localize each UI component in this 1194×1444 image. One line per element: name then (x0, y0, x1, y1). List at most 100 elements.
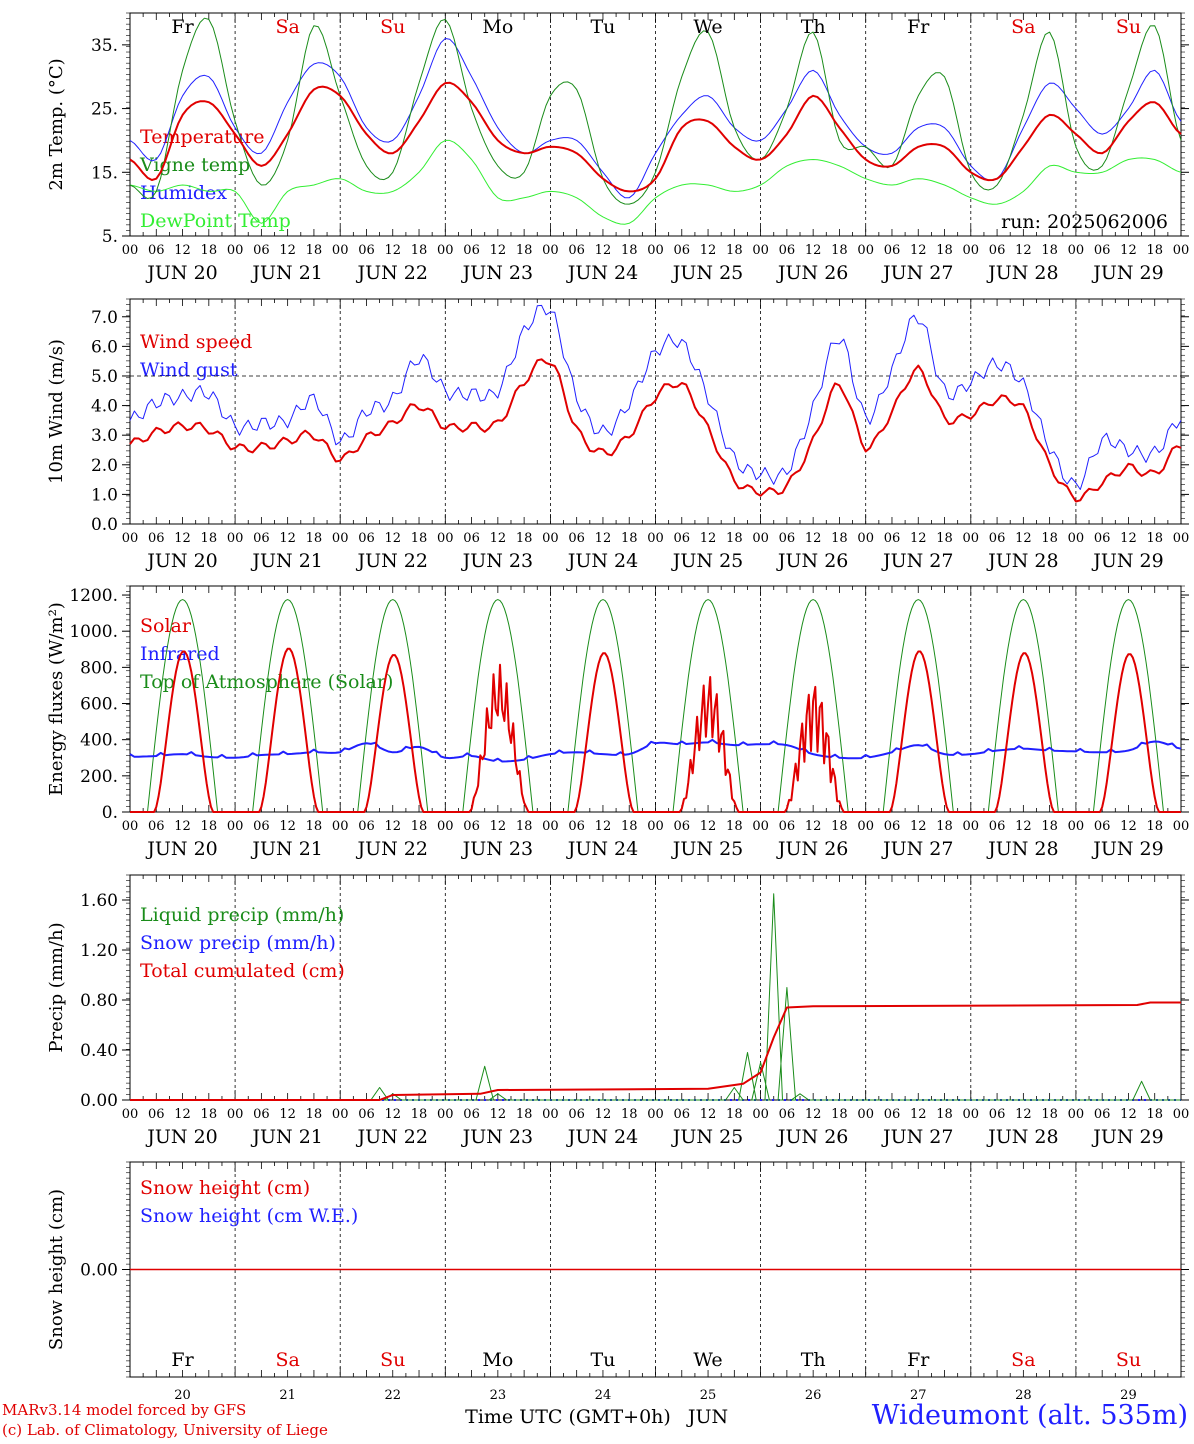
x-axis-label: Time UTC (GMT+0h) (465, 1406, 671, 1428)
hour-tick-label: 12 (384, 1107, 401, 1122)
hour-tick-label: 12 (700, 531, 717, 546)
date-label: JUN 26 (776, 1126, 848, 1148)
hour-tick-label: 06 (674, 531, 691, 546)
y-tick-label: 25. (91, 100, 118, 120)
hour-tick-label: 18 (306, 1107, 323, 1122)
weekday-label: Su (1116, 16, 1141, 38)
hour-tick-label: 06 (463, 531, 480, 546)
date-label: JUN 26 (776, 262, 848, 284)
date-label: JUN 28 (986, 1126, 1058, 1148)
hour-tick-label: 18 (306, 531, 323, 546)
weekday-label: Sa (275, 16, 299, 38)
hour-tick-label: 18 (516, 531, 533, 546)
series-solar (130, 647, 1181, 813)
hour-tick-label: 18 (201, 531, 218, 546)
date-label: JUN 23 (461, 838, 533, 860)
y-axis-label: Energy fluxes (W/m²) (46, 602, 67, 796)
hour-tick-label: 18 (411, 1107, 428, 1122)
hour-tick-label: 06 (779, 1107, 796, 1122)
legend-dewpoint-temp: DewPoint Temp (140, 210, 291, 232)
hour-tick-label: 18 (831, 819, 848, 834)
panel-2: 7.0 6.0 5.0 4.0 3.0 2.0 1.0 0.0 10m Wind (m/s) Wi… (46, 298, 1189, 572)
hour-tick-label: 12 (1120, 1107, 1137, 1122)
y-tick-label: 600. (80, 695, 118, 715)
date-label: JUN 27 (881, 1126, 953, 1148)
day-number-label: 27 (910, 1388, 927, 1403)
hour-tick-label: 18 (201, 1107, 218, 1122)
y-tick-label: 1.20 (80, 941, 118, 961)
hour-tick-label: 12 (1120, 819, 1137, 834)
hour-tick-label: 12 (595, 819, 612, 834)
hour-tick-label: 18 (1041, 1107, 1058, 1122)
date-label: JUN 29 (1091, 1126, 1163, 1148)
date-label: JUN 25 (671, 262, 743, 284)
y-tick-label: 5.0 (91, 367, 118, 387)
legend-solar: Solar (140, 615, 192, 637)
hour-tick-label: 12 (174, 819, 191, 834)
day-number-label: 20 (174, 1388, 191, 1403)
hour-tick-label: 00 (752, 531, 769, 546)
hour-tick-label: 00 (963, 243, 980, 258)
hour-tick-label: 00 (647, 1107, 664, 1122)
legend-liquid-precip-mm-h-: Liquid precip (mm/h) (140, 904, 344, 926)
y-tick-label: 0.40 (80, 1041, 118, 1061)
date-label: JUN 22 (356, 1126, 428, 1148)
hour-tick-label: 00 (122, 243, 139, 258)
hour-tick-label: 12 (805, 531, 822, 546)
day-number-label: 25 (700, 1388, 717, 1403)
y-tick-label: 1.60 (80, 891, 118, 911)
model-credit: MARv3.14 model forced by GFS (c) Lab. of… (2, 1400, 328, 1440)
station-name: Wideumont (alt. 535m) (871, 1400, 1188, 1431)
hour-tick-label: 06 (1094, 531, 1111, 546)
y-tick-label: 1200. (69, 586, 118, 606)
weekday-label: Sa (1011, 1349, 1035, 1371)
y-tick-label: 6.0 (91, 337, 118, 357)
hour-tick-label: 12 (910, 531, 927, 546)
hour-tick-label: 06 (148, 819, 165, 834)
hour-tick-label: 00 (963, 1107, 980, 1122)
hour-tick-label: 06 (358, 1107, 375, 1122)
hour-tick-label: 18 (1041, 531, 1058, 546)
hour-tick-label: 00 (122, 531, 139, 546)
hour-tick-label: 00 (647, 531, 664, 546)
y-tick-label: 1000. (69, 622, 118, 642)
weekday-label: Th (801, 16, 826, 38)
y-tick-label: 5. (102, 227, 118, 247)
hour-tick-label: 18 (1146, 243, 1163, 258)
series-temperature (129, 81, 1182, 193)
weekday-label: Su (380, 1349, 405, 1371)
hour-tick-label: 06 (358, 243, 375, 258)
date-label: JUN 23 (461, 262, 533, 284)
hour-tick-label: 12 (805, 1107, 822, 1122)
weekday-label: Fr (907, 1349, 930, 1371)
hour-tick-label: 12 (595, 531, 612, 546)
hour-tick-label: 06 (884, 1107, 901, 1122)
hour-tick-label: 12 (490, 819, 507, 834)
date-label: JUN 27 (881, 262, 953, 284)
hour-tick-label: 00 (122, 819, 139, 834)
legend-temperature: Temperature (140, 126, 264, 148)
hour-tick-label: 12 (384, 243, 401, 258)
panel-3: 1200. 1000. 800. 600. 400. 200. 0. Energy fluxe… (46, 585, 1189, 860)
hour-tick-label: 18 (621, 819, 638, 834)
date-label: JUN 28 (986, 550, 1058, 572)
hour-tick-label: 00 (752, 819, 769, 834)
weekday-label: Mo (482, 16, 513, 38)
hour-tick-label: 06 (779, 531, 796, 546)
hour-tick-label: 18 (516, 1107, 533, 1122)
hour-tick-label: 06 (253, 531, 270, 546)
weekday-label: Tu (590, 16, 615, 38)
hour-tick-label: 00 (752, 1107, 769, 1122)
hour-tick-label: 12 (279, 819, 296, 834)
date-label: JUN 23 (461, 1126, 533, 1148)
hour-tick-label: 06 (884, 819, 901, 834)
hour-tick-label: 00 (1173, 243, 1190, 258)
hour-tick-label: 06 (463, 819, 480, 834)
hour-tick-label: 00 (437, 531, 454, 546)
day-number-label: 22 (384, 1388, 401, 1403)
hour-tick-label: 00 (227, 531, 244, 546)
hour-tick-label: 18 (201, 243, 218, 258)
hour-tick-label: 00 (1068, 243, 1085, 258)
hour-tick-label: 18 (306, 243, 323, 258)
